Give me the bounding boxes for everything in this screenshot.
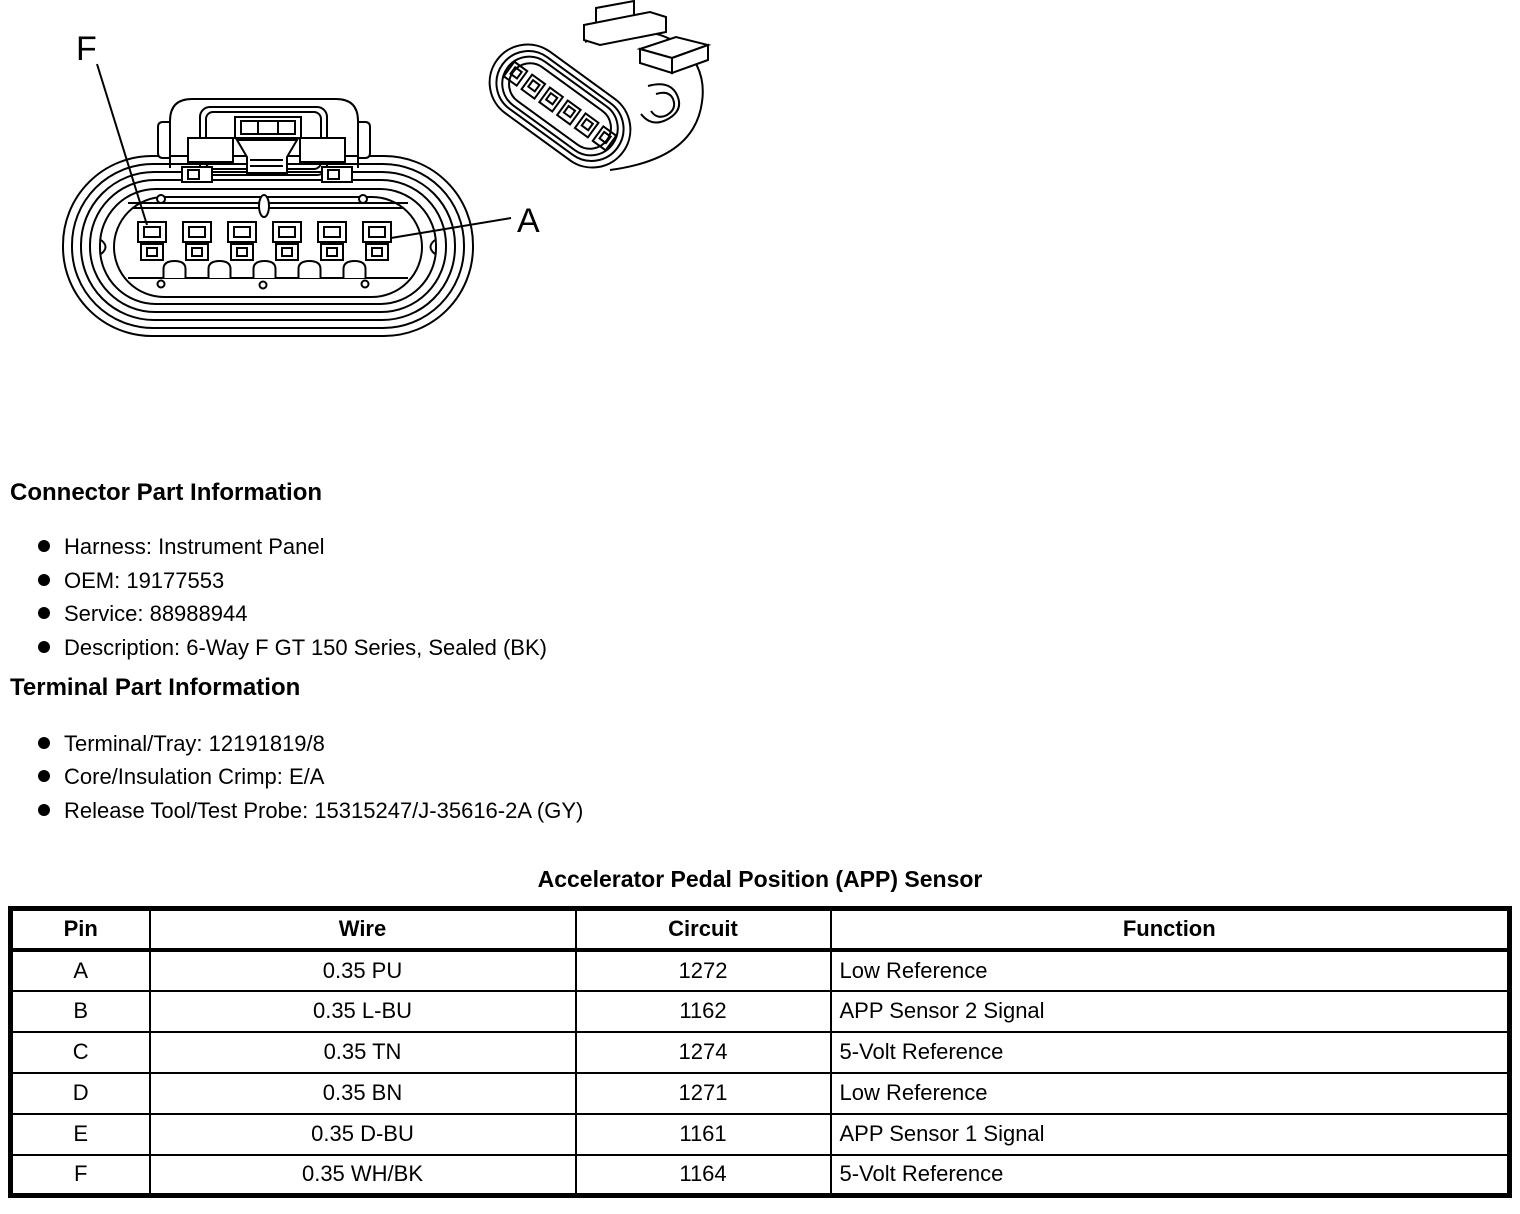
cell-pin: F <box>9 1153 151 1197</box>
table-row: A 0.35 PU 1272 Low Reference <box>9 948 1511 992</box>
leader-line-a <box>390 217 512 239</box>
cell-pin: B <box>9 989 151 1033</box>
pin-label-f: F <box>76 30 97 68</box>
table-title: Accelerator Pedal Position (APP) Sensor <box>537 866 983 892</box>
table-row: D 0.35 BN 1271 Low Reference <box>9 1071 1511 1115</box>
terminal-cavity-row <box>137 221 392 261</box>
cell-circuit: 1272 <box>574 948 832 992</box>
side-face-rings <box>488 43 632 169</box>
terminal-cavity <box>182 221 212 261</box>
cell-circuit: 1271 <box>574 1071 832 1115</box>
leader-line-f <box>96 63 148 226</box>
cell-pin: D <box>9 1071 151 1115</box>
bullet-dot <box>38 804 50 816</box>
list-item-text: OEM: 19177553 <box>64 568 225 593</box>
terminal-cavity <box>362 221 392 261</box>
cell-pin: A <box>9 948 151 992</box>
cell-wire: 0.35 WH/BK <box>148 1153 577 1197</box>
cell-wire: 0.35 TN <box>148 1030 577 1074</box>
cavity-details <box>128 194 408 290</box>
connector-diagram: F A <box>62 0 712 337</box>
list-item: Harness: Instrument Panel <box>36 534 324 560</box>
connector-seal-rings <box>62 155 474 337</box>
list-item: OEM: 19177553 <box>36 568 224 594</box>
terminal-cavity <box>317 221 347 261</box>
cell-wire: 0.35 D-BU <box>148 1112 577 1156</box>
column-header-pin: Pin <box>9 907 151 952</box>
latch-wing-left <box>157 121 171 159</box>
column-header-wire: Wire <box>148 907 577 952</box>
cell-function: 5-Volt Reference <box>829 1030 1511 1074</box>
table-header-row: Pin Wire Circuit Function <box>9 907 1511 952</box>
bullet-dot <box>38 770 50 782</box>
table-row: E 0.35 D-BU 1161 APP Sensor 1 Signal <box>9 1112 1511 1156</box>
connector-face-view: F A <box>62 30 540 337</box>
cell-function: Low Reference <box>829 948 1511 992</box>
cell-function: Low Reference <box>829 1071 1511 1115</box>
cell-function: APP Sensor 2 Signal <box>829 989 1511 1033</box>
side-rear-cap <box>640 83 681 124</box>
list-item: Release Tool/Test Probe: 15315247/J-3561… <box>36 798 583 824</box>
cell-pin: C <box>9 1030 151 1074</box>
latch-tower <box>157 98 371 183</box>
connector-info-heading: Connector Part Information <box>10 479 323 506</box>
bullet-dot <box>38 540 50 552</box>
table-row: B 0.35 L-BU 1162 APP Sensor 2 Signal <box>9 989 1511 1033</box>
cell-circuit: 1274 <box>574 1030 832 1074</box>
pin-a-callout: A <box>390 202 540 240</box>
terminal-cavity <box>227 221 257 261</box>
index-key-slot <box>258 194 270 218</box>
cell-wire: 0.35 BN <box>148 1071 577 1115</box>
table-row: F 0.35 WH/BK 1164 5-Volt Reference <box>9 1153 1511 1197</box>
column-header-function: Function <box>829 907 1511 952</box>
terminal-cavity <box>272 221 302 261</box>
bullet-dot <box>38 641 50 653</box>
cell-wire: 0.35 PU <box>148 948 577 992</box>
terminal-cavity <box>137 221 167 261</box>
cell-circuit: 1161 <box>574 1112 832 1156</box>
cell-pin: E <box>9 1112 151 1156</box>
bullet-dot <box>38 607 50 619</box>
connector-side-view <box>488 0 712 171</box>
latch-wing-right <box>357 121 371 159</box>
list-item: Description: 6-Way F GT 150 Series, Seal… <box>36 635 547 661</box>
pin-table: Pin Wire Circuit Function A 0.35 PU 1272… <box>8 906 1512 1198</box>
cell-wire: 0.35 L-BU <box>148 989 577 1033</box>
column-header-circuit: Circuit <box>574 907 832 952</box>
pin-label-a: A <box>517 202 540 240</box>
list-item-text: Harness: Instrument Panel <box>64 534 325 559</box>
list-item: Core/Insulation Crimp: E/A <box>36 764 324 790</box>
list-item-text: Description: 6-Way F GT 150 Series, Seal… <box>64 635 547 660</box>
list-item-text: Service: 88988944 <box>64 601 248 626</box>
cell-circuit: 1162 <box>574 989 832 1033</box>
list-item: Service: 88988944 <box>36 601 247 627</box>
cell-function: APP Sensor 1 Signal <box>829 1112 1511 1156</box>
list-item: Terminal/Tray: 12191819/8 <box>36 731 325 757</box>
terminal-info-heading: Terminal Part Information <box>10 674 301 701</box>
list-item-text: Release Tool/Test Probe: 15315247/J-3561… <box>64 798 584 823</box>
cell-circuit: 1164 <box>574 1153 832 1197</box>
latch-funnel <box>235 139 299 174</box>
bullet-dot <box>38 574 50 586</box>
table-row: C 0.35 TN 1274 5-Volt Reference <box>9 1030 1511 1074</box>
side-latch-arm <box>583 10 667 47</box>
list-item-text: Terminal/Tray: 12191819/8 <box>64 731 325 756</box>
pin-f-callout: F <box>76 30 148 226</box>
list-item-text: Core/Insulation Crimp: E/A <box>64 764 325 789</box>
side-terminals <box>502 60 618 152</box>
cell-function: 5-Volt Reference <box>829 1153 1511 1197</box>
bullet-dot <box>38 737 50 749</box>
